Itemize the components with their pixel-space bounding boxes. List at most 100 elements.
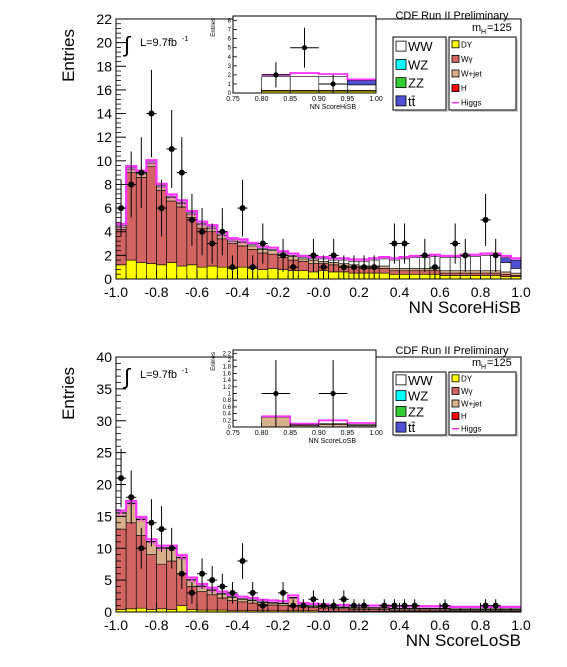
y-tick-label: 16: [96, 82, 112, 98]
luminosity-exponent: -1: [182, 36, 188, 43]
y-tick-label: 18: [96, 58, 112, 74]
inset-y-tick-label: 1.8: [223, 365, 232, 371]
x-axis-title: NN ScoreLoSB: [406, 631, 521, 650]
histogram-bar: [237, 598, 248, 600]
histogram-bar: [115, 528, 127, 610]
mass-subscript: H: [481, 29, 486, 36]
data-point: [359, 599, 370, 612]
inset-chart: 0 1 2 3 4 5 6 7 8 0.75 0.80 0.85 0.90 0.95 1.00 Entries…: [211, 15, 383, 111]
histogram-bar: [459, 608, 471, 610]
histogram-bar: [287, 597, 299, 599]
histogram-bar: [389, 270, 400, 275]
inset-x-tick-label: 0.95: [341, 96, 355, 103]
x-tick-label: -0.0: [306, 284, 330, 300]
histogram-bar: [186, 264, 198, 280]
legend-swatch: [451, 69, 460, 78]
data-marker: [229, 589, 236, 596]
inset-x-tick-label: 0.90: [312, 430, 326, 437]
histogram-bar: [237, 245, 248, 268]
data-marker: [148, 519, 155, 526]
data-marker: [482, 602, 489, 609]
data-point: [379, 599, 390, 612]
legend-label: Higgs: [461, 99, 481, 108]
histogram-bar: [216, 597, 228, 611]
legend-label: W+jet: [461, 70, 482, 79]
data-point: [389, 599, 400, 612]
legend-swatch: [451, 399, 460, 408]
data-marker: [431, 264, 438, 271]
y-tick-label: 20: [96, 477, 112, 493]
data-marker: [391, 240, 398, 247]
data-marker: [391, 602, 398, 609]
legend-label: H: [461, 84, 467, 93]
integral-sign: ∫: [122, 364, 132, 389]
histogram-bar: [439, 275, 451, 280]
legend-label: tt̄: [408, 94, 416, 109]
inset-y-tick-label: 2: [228, 73, 232, 79]
data-point: [318, 599, 329, 612]
histogram-bar: [500, 271, 512, 275]
y-tick-label: 14: [96, 106, 112, 122]
inset-y-tick-label: 1: [228, 392, 232, 398]
histogram-bar: [297, 270, 309, 280]
data-marker: [178, 169, 185, 176]
histogram-bar: [166, 200, 178, 263]
histogram-bar: [470, 272, 481, 276]
data-point: [288, 255, 299, 279]
data-marker: [168, 545, 175, 552]
data-marker: [259, 602, 266, 609]
data-marker: [209, 240, 216, 247]
histogram-bar: [277, 605, 289, 612]
data-point: [338, 255, 349, 279]
histogram-bar: [490, 275, 502, 280]
data-marker: [401, 602, 408, 609]
data-marker: [320, 264, 327, 271]
inset-y-tick-label: 0.2: [223, 418, 232, 424]
data-point: [419, 238, 430, 272]
data-marker: [188, 589, 195, 596]
x-tick-label: -0.6: [185, 284, 209, 300]
data-point: [156, 506, 167, 553]
x-tick-label: 0.2: [349, 617, 369, 633]
mass-value: =125: [487, 22, 512, 34]
histogram-bar: [196, 591, 208, 611]
data-point: [450, 223, 461, 264]
experiment-label: CDF Run II Preliminary: [395, 10, 509, 22]
inset-x-tick-label: 0.80: [255, 430, 269, 437]
data-point: [480, 193, 491, 246]
histogram-bar: [439, 270, 451, 274]
legend-swatch: [451, 412, 460, 421]
histogram-bar: [297, 258, 309, 262]
data-marker: [239, 558, 246, 564]
uncertainty-hatch: [178, 553, 186, 561]
histogram-bar: [510, 608, 522, 610]
histogram-bar: [135, 607, 147, 613]
data-marker: [259, 240, 266, 247]
histogram-bar: [409, 257, 421, 269]
inset-y-tick-label: 0.4: [223, 412, 232, 418]
histogram-bar: [459, 272, 471, 276]
inset-x-tick-label: 0.75: [226, 430, 240, 437]
histogram-bar: [399, 273, 410, 280]
legend-swatch: [395, 95, 407, 107]
data-point: [308, 238, 319, 272]
histogram-bar: [176, 206, 188, 267]
histogram-bar: [247, 244, 259, 247]
inset-x-tick-label: 0.80: [255, 96, 269, 103]
legend-label: Higgs: [461, 425, 481, 434]
histogram-bar: [409, 273, 421, 280]
data-marker: [411, 602, 418, 609]
data-marker: [492, 252, 499, 259]
legend-label: WW: [408, 39, 433, 54]
histogram-bar: [470, 256, 481, 272]
data-point: [399, 223, 410, 264]
legend-swatch: [395, 405, 407, 417]
histogram-bar: [216, 266, 228, 280]
inset-histogram-bar: [347, 84, 377, 91]
data-point: [257, 223, 268, 264]
legend-right: DY Wγ W+jet H Higgs: [448, 36, 518, 112]
histogram-bar: [206, 265, 218, 280]
inset-x-tick-label: 0.95: [341, 430, 355, 437]
y-tick-label: 22: [96, 11, 112, 27]
